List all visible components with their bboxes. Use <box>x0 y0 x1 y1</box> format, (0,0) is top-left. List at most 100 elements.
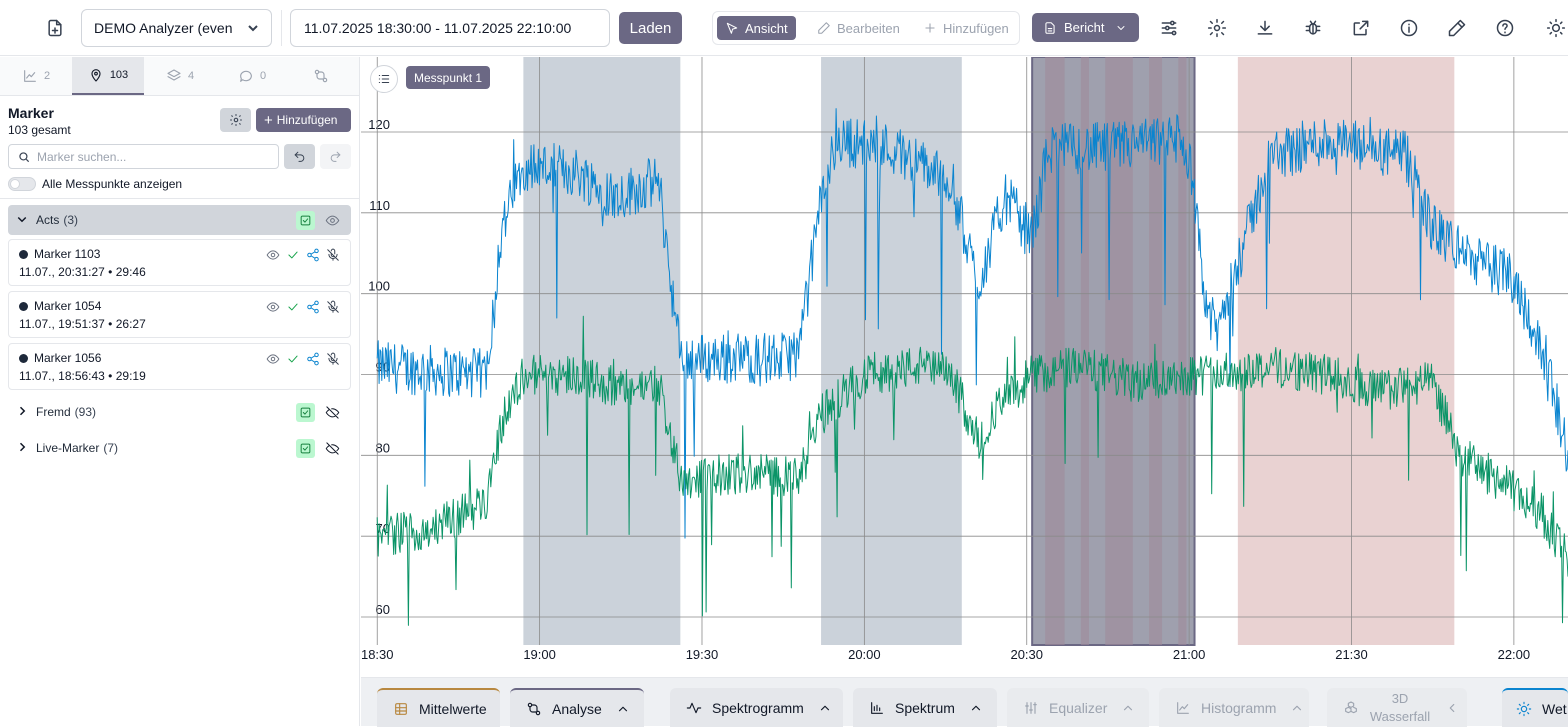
wave-icon <box>686 702 702 713</box>
group-acts[interactable]: Acts (3) <box>8 205 351 235</box>
sun-icon[interactable] <box>1540 12 1568 44</box>
group-live-marker[interactable]: Live-Marker (7) <box>8 433 351 463</box>
x-tick-label: 19:00 <box>523 647 556 662</box>
marker-band-stripe <box>1105 57 1133 645</box>
check-square-icon[interactable] <box>296 439 315 458</box>
x-tick-label: 20:30 <box>1010 647 1043 662</box>
tab-spektrum[interactable]: Spektrum <box>853 688 997 727</box>
add-marker-button[interactable]: + Hinzufügen <box>256 108 351 132</box>
eye-icon[interactable] <box>266 300 280 314</box>
mic-off-icon[interactable] <box>326 300 340 314</box>
sliders-icon <box>1025 701 1037 714</box>
tab-count: 0 <box>259 70 267 82</box>
bug-icon[interactable] <box>1297 12 1329 44</box>
marker-name: Marker 1103 <box>34 247 101 261</box>
marker-meta: 11.07., 19:51:37 • 26:27 <box>19 317 146 331</box>
mic-off-icon[interactable] <box>326 352 340 366</box>
toggle-knob <box>10 179 20 189</box>
marker-name: Marker 1054 <box>34 299 102 313</box>
pen-icon[interactable] <box>1441 12 1473 44</box>
load-button[interactable]: Laden <box>619 12 682 44</box>
share-icon[interactable] <box>306 300 320 314</box>
tab-histogramm[interactable]: Histogramm <box>1159 688 1309 727</box>
tab-equalizer[interactable]: Equalizer <box>1007 688 1149 727</box>
help-icon[interactable] <box>1489 12 1521 44</box>
chevron-left-icon <box>1445 701 1459 715</box>
chart-area[interactable]: 60 70 80 90 100 110 120 18:30 19:00 19:30 20:00 20:… <box>361 56 1568 677</box>
legend-toggle-button[interactable] <box>370 65 398 93</box>
check-icon[interactable] <box>286 300 300 314</box>
sliders-icon[interactable] <box>1153 12 1185 44</box>
chevron-down-icon <box>1118 25 1125 30</box>
check-icon[interactable] <box>286 352 300 366</box>
external-link-icon[interactable] <box>1345 12 1377 44</box>
analyzer-select-value: DEMO Analyzer (even <box>94 20 233 36</box>
tab-layers[interactable]: 4 <box>144 57 216 95</box>
tab-comments[interactable]: 0 <box>216 57 288 95</box>
tab-analyse[interactable]: Analyse <box>510 688 644 727</box>
share-icon[interactable] <box>306 352 320 366</box>
marker-search-input[interactable]: Marker suchen... <box>8 144 279 169</box>
check-square-icon[interactable] <box>296 403 315 422</box>
series-line <box>376 108 1568 539</box>
eye-off-icon[interactable] <box>325 405 340 420</box>
gear-icon <box>229 114 242 126</box>
edit-mode-button[interactable]: Bearbeiten <box>809 16 908 40</box>
marker-dot <box>19 250 28 259</box>
chevron-right-icon <box>16 441 30 455</box>
eye-icon[interactable] <box>266 248 280 262</box>
marker-item[interactable]: Marker 1054 11.07., 19:51:37 • 26:27 <box>8 291 351 338</box>
search-placeholder: Marker suchen... <box>37 149 127 164</box>
tab-count: 2 <box>43 70 51 82</box>
tab-wetter[interactable]: Wet <box>1502 688 1568 727</box>
view-mode-button[interactable]: Ansicht <box>717 16 796 40</box>
info-icon[interactable] <box>1393 12 1425 44</box>
report-button[interactable]: Bericht <box>1032 13 1139 42</box>
measurement-point-label[interactable]: Messpunkt 1 <box>406 66 491 89</box>
map-pin-icon <box>91 69 101 82</box>
tab-3d-wasserfall[interactable]: 3D Wasserfall <box>1327 688 1467 727</box>
marker-total: 103 gesamt <box>8 123 71 137</box>
mic-off-icon[interactable] <box>326 248 340 262</box>
eye-icon[interactable] <box>266 352 280 366</box>
check-icon[interactable] <box>286 248 300 262</box>
y-tick-label: 110 <box>369 198 390 213</box>
marker-settings-button[interactable] <box>220 108 251 132</box>
marker-sidebar: 2 103 4 0 Marker 103 gesamt + Hinzufügen… <box>0 57 360 726</box>
new-file-icon[interactable] <box>39 12 71 44</box>
y-tick-label: 120 <box>368 117 390 132</box>
check-square-icon[interactable] <box>296 211 315 230</box>
tab-charts[interactable]: 2 <box>0 57 72 95</box>
layers-icon <box>167 69 181 81</box>
tab-flows[interactable] <box>288 57 360 95</box>
share-icon[interactable] <box>306 248 320 262</box>
tab-label: Spektrum <box>895 699 955 716</box>
x-tick-label: 21:30 <box>1335 647 1368 662</box>
undo-button[interactable] <box>284 144 315 169</box>
tab-mittelwerte[interactable]: Mittelwerte <box>377 688 500 727</box>
x-tick-label: 18:30 <box>361 647 394 662</box>
add-mode-label: Hinzufügen <box>943 20 1009 36</box>
marker-item[interactable]: Marker 1103 11.07., 20:31:27 • 29:46 <box>8 239 351 286</box>
redo-button[interactable] <box>320 144 351 169</box>
add-marker-label: Hinzufügen <box>276 113 338 127</box>
group-fremd[interactable]: Fremd (93) <box>8 397 351 427</box>
eye-off-icon[interactable] <box>325 441 340 456</box>
divider <box>281 10 282 46</box>
download-icon[interactable] <box>1249 12 1281 44</box>
gear-icon[interactable] <box>1201 12 1233 44</box>
marker-item[interactable]: Marker 1056 11.07., 18:56:43 • 29:19 <box>8 343 351 390</box>
add-mode-button[interactable]: Hinzufügen <box>915 16 1017 40</box>
tab-markers[interactable]: 103 <box>72 57 144 95</box>
marker-meta: 11.07., 18:56:43 • 29:19 <box>19 369 146 383</box>
analyzer-select[interactable]: DEMO Analyzer (even <box>81 9 272 47</box>
view-mode-label: Ansicht <box>745 20 788 36</box>
eye-icon[interactable] <box>325 213 340 228</box>
marker-name: Marker 1056 <box>34 351 102 365</box>
tab-spektrogramm[interactable]: Spektrogramm <box>670 688 843 727</box>
flow-icon <box>527 702 541 715</box>
date-range-input[interactable]: 11.07.2025 18:30:00 - 11.07.2025 22:10:0… <box>290 9 610 47</box>
undo-icon <box>294 151 305 162</box>
show-all-points-toggle[interactable] <box>8 177 36 191</box>
